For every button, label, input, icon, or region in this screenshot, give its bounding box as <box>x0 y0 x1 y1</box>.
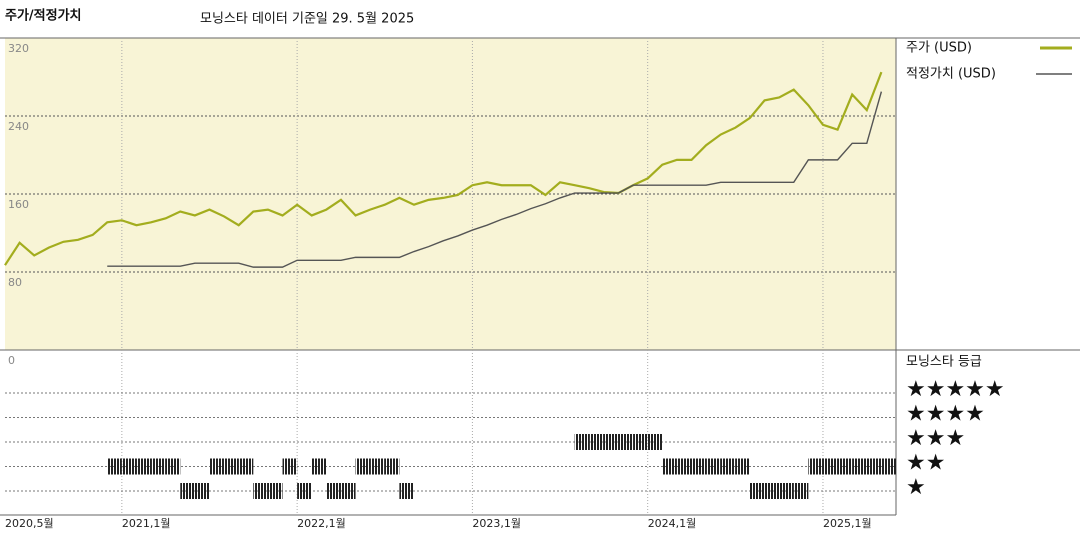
rating-bar <box>282 458 298 475</box>
rating-title: 모닝스타 등급 <box>906 355 982 370</box>
rating-bar <box>267 483 283 499</box>
rating-bar <box>822 458 838 475</box>
legend-label: 적정가치 (USD) <box>906 67 996 82</box>
x-tick-label: 2020,5월 <box>5 517 54 530</box>
rating-bar <box>793 483 809 499</box>
rating-label: ★★★ <box>906 426 965 451</box>
x-tick-label: 2025,1월 <box>823 517 872 530</box>
rating-bar <box>735 458 750 475</box>
y-tick-label: 320 <box>8 42 29 55</box>
rating-bar <box>399 483 414 499</box>
rating-bar <box>881 458 896 475</box>
y-tick-label: 160 <box>8 198 29 211</box>
rating-bar <box>618 434 634 450</box>
rating-bar <box>837 458 853 475</box>
series-line <box>4 71 883 266</box>
rating-label: ★★ <box>906 451 945 476</box>
rating-bar <box>165 458 181 475</box>
y-tick-label: 0 <box>8 354 15 367</box>
chart-title: 주가/적정가치 <box>5 8 82 24</box>
y-tick-label: 240 <box>8 120 29 133</box>
series-line <box>107 91 883 268</box>
rating-bar <box>662 458 677 475</box>
y-tick-label: 80 <box>8 276 22 289</box>
rating-bar <box>180 483 195 499</box>
rating-bar <box>706 458 721 475</box>
rating-bar <box>370 458 385 475</box>
rating-bar <box>355 458 371 475</box>
rating-bar <box>691 458 707 475</box>
rating-bar <box>764 483 780 499</box>
rating-bar <box>384 458 400 475</box>
rating-bar <box>676 458 692 475</box>
rating-bar <box>151 458 166 475</box>
rating-bar <box>121 458 137 475</box>
rating-bar <box>603 434 619 450</box>
rating-bar <box>297 483 312 499</box>
rating-bar <box>238 458 254 475</box>
rating-bar <box>852 458 867 475</box>
x-tick-label: 2021,1월 <box>122 517 171 530</box>
rating-bar <box>574 434 590 450</box>
rating-bar <box>107 458 122 475</box>
rating-bar <box>194 483 210 499</box>
x-tick-label: 2023,1월 <box>472 517 521 530</box>
rating-bar <box>311 458 327 475</box>
rating-label: ★★★★★ <box>906 377 1005 402</box>
rating-bar <box>779 483 794 499</box>
rating-bar <box>589 434 604 450</box>
rating-bar <box>808 458 823 475</box>
rating-bar <box>866 458 882 475</box>
rating-label: ★★★★ <box>906 402 985 427</box>
rating-bar <box>633 434 648 450</box>
rating-bar <box>340 483 356 499</box>
rating-bar <box>224 458 239 475</box>
rating-bar <box>326 483 341 499</box>
rating-bar <box>136 458 152 475</box>
rating-label: ★ <box>906 475 926 500</box>
x-tick-label: 2022,1월 <box>297 517 346 530</box>
chart-subtitle: 모닝스타 데이터 기준일 29. 5월 2025 <box>200 12 414 27</box>
rating-bar <box>720 458 736 475</box>
rating-bar <box>253 483 268 499</box>
legend-label: 주가 (USD) <box>906 41 972 56</box>
rating-bar <box>209 458 225 475</box>
rating-bar <box>749 483 765 499</box>
x-tick-label: 2024,1월 <box>648 517 697 530</box>
rating-bar <box>647 434 663 450</box>
